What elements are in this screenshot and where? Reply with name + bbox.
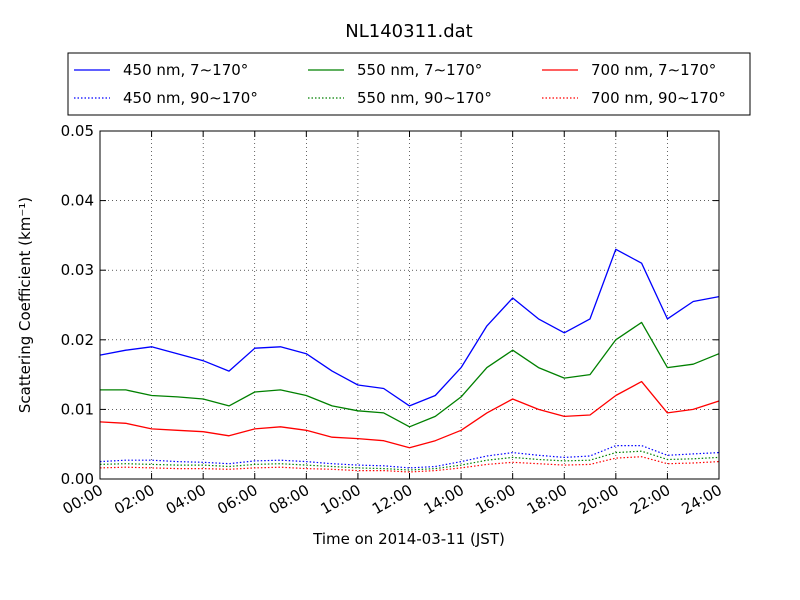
x-tick-label: 24:00 bbox=[679, 481, 725, 518]
series-layer bbox=[99, 248, 720, 473]
y-tick-label: 0.05 bbox=[61, 122, 94, 140]
legend-label-3: 700 nm, 7∼170° bbox=[591, 61, 716, 79]
x-axis: 00:00 02:00 04:00 06:00 08:00 10:00 12:00 14:00… bbox=[60, 131, 725, 518]
x-axis-label: Time on 2014-03-11 (JST) bbox=[312, 530, 505, 548]
chart-title: NL140311.dat bbox=[345, 21, 472, 42]
x-tick-label: 10:00 bbox=[317, 481, 363, 518]
y-tick-label: 0.00 bbox=[61, 470, 94, 488]
legend-label-2: 550 nm, 7∼170° bbox=[357, 61, 482, 79]
y-axis-label: Scattering Coefficient (km⁻¹) bbox=[16, 197, 34, 413]
series-line-3 bbox=[99, 380, 720, 449]
series-line-1 bbox=[99, 248, 720, 407]
x-tick-label: 18:00 bbox=[524, 481, 570, 518]
x-tick-label: 06:00 bbox=[214, 481, 260, 518]
y-tick-label: 0.01 bbox=[61, 400, 94, 418]
y-tick-label: 0.04 bbox=[61, 192, 94, 210]
x-tick-label: 04:00 bbox=[163, 481, 209, 518]
legend-label-5: 550 nm, 90∼170° bbox=[357, 89, 492, 107]
series-line-5 bbox=[99, 450, 720, 471]
series-line-4 bbox=[99, 445, 720, 469]
x-tick-label: 14:00 bbox=[421, 481, 467, 518]
legend-label-1: 450 nm, 7∼170° bbox=[123, 61, 248, 79]
series-line-2 bbox=[100, 321, 720, 428]
legend-label-4: 450 nm, 90∼170° bbox=[123, 89, 258, 107]
y-tick-label: 0.03 bbox=[61, 261, 94, 279]
legend-label-6: 700 nm, 90∼170° bbox=[591, 89, 726, 107]
y-axis: 0.00 0.01 0.02 0.03 0.04 0.05 bbox=[61, 122, 719, 488]
legend: 450 nm, 7∼170° 550 nm, 7∼170° 700 nm, 7∼17… bbox=[67, 52, 751, 116]
series-line-6 bbox=[99, 456, 720, 473]
x-tick-label: 16:00 bbox=[472, 481, 518, 518]
x-tick-label: 12:00 bbox=[369, 481, 415, 518]
legend-box bbox=[67, 52, 751, 116]
y-tick-label: 0.02 bbox=[61, 331, 94, 349]
x-tick-label: 20:00 bbox=[575, 481, 621, 518]
x-tick-label: 08:00 bbox=[266, 481, 312, 518]
x-tick-label: 22:00 bbox=[627, 481, 673, 518]
x-tick-label: 02:00 bbox=[111, 481, 157, 518]
